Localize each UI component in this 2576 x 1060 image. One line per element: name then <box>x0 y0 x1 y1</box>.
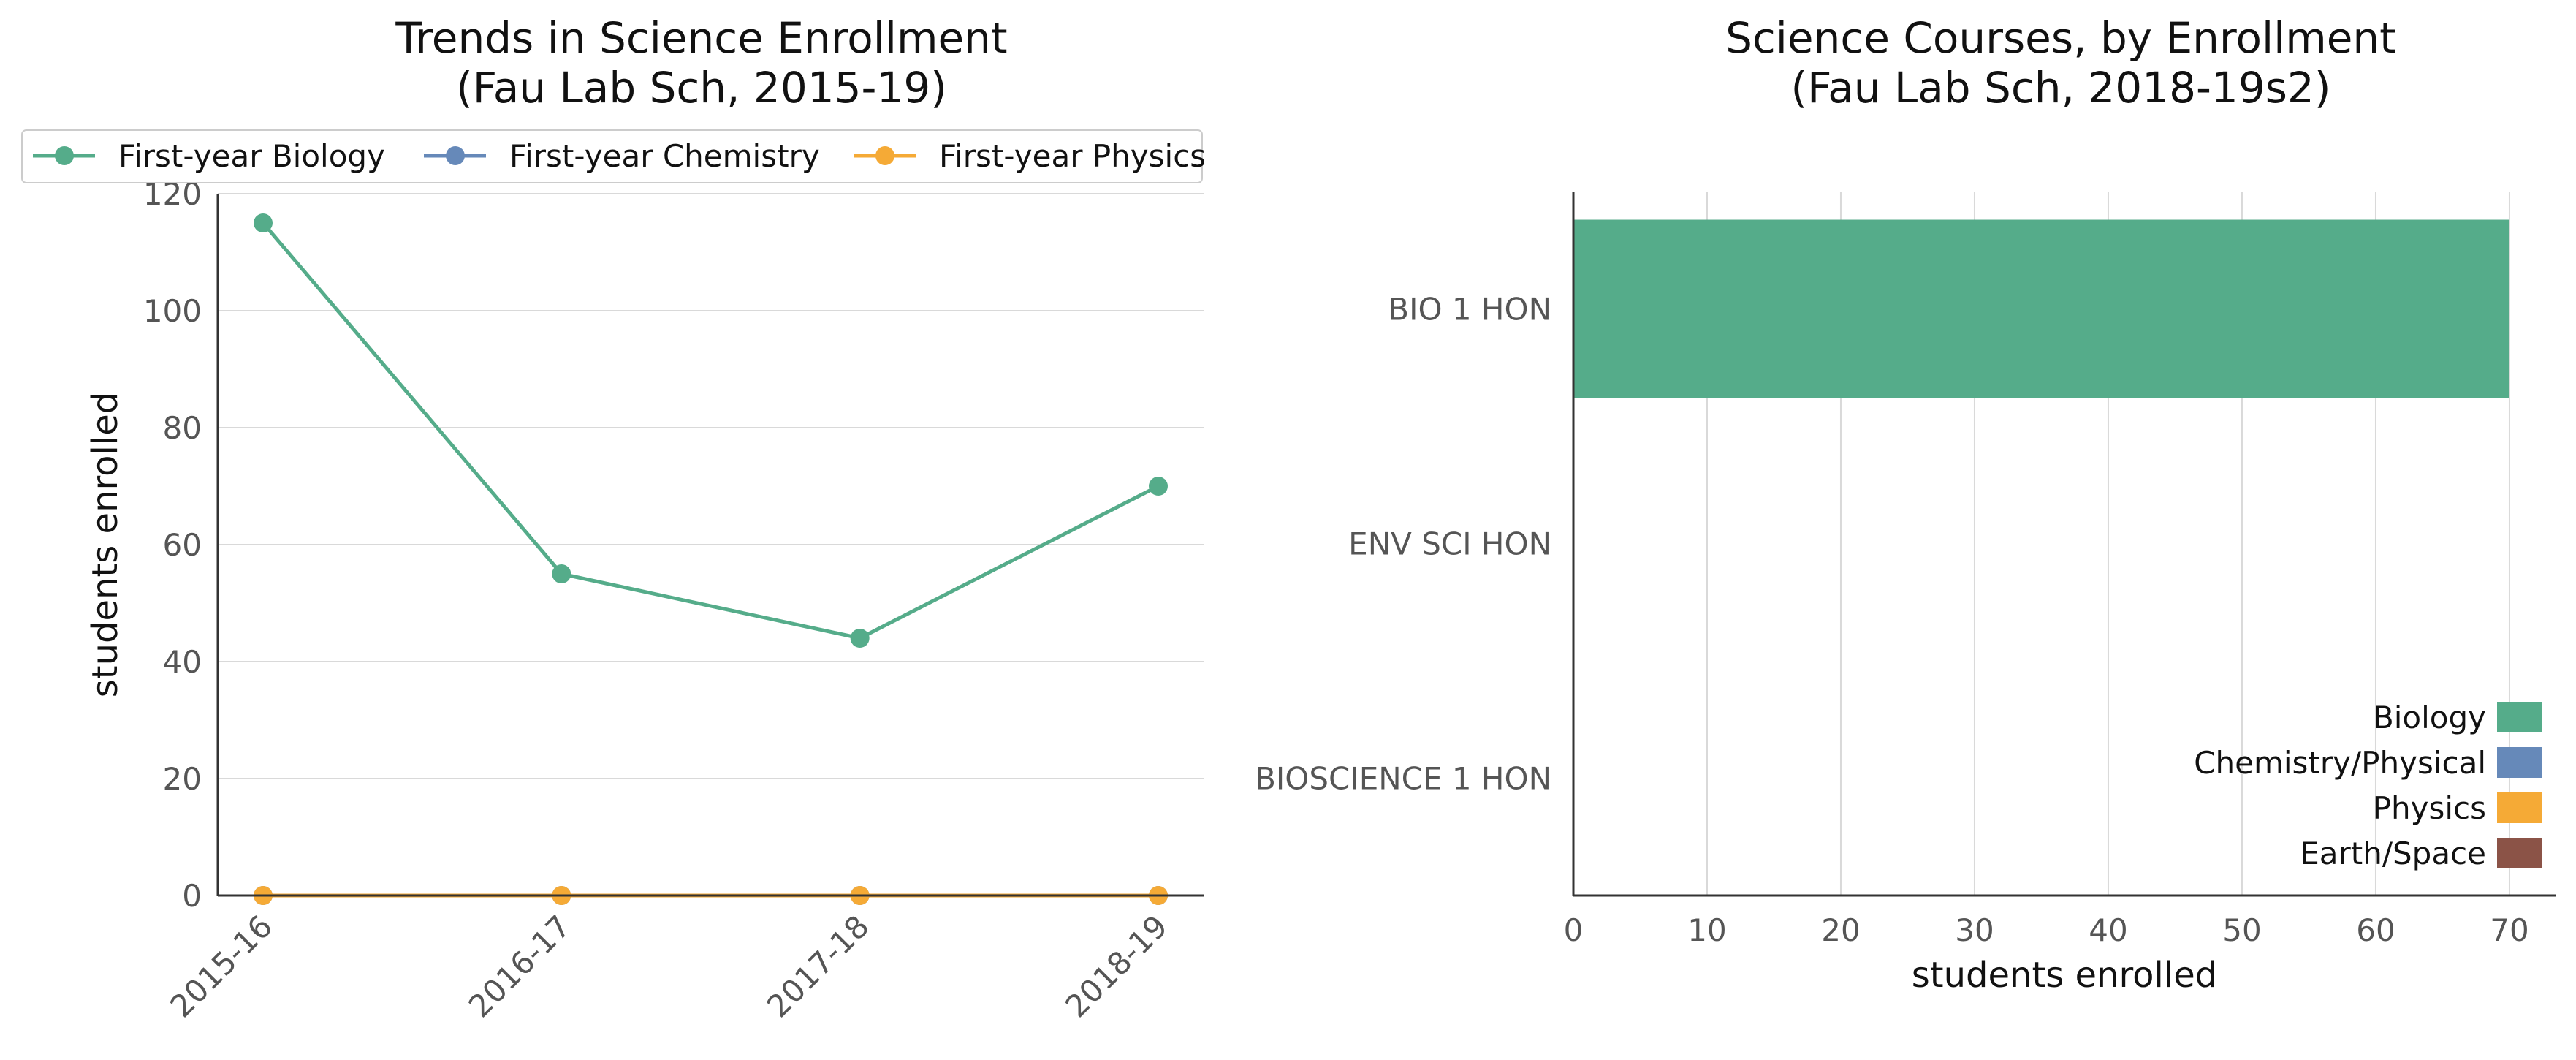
bar-chart-category-label: BIOSCIENCE 1 HON <box>1255 761 1551 797</box>
bar-chart-category-label: ENV SCI HON <box>1348 526 1551 562</box>
line-chart-y-tick-label: 80 <box>163 410 202 446</box>
line-chart-gridlines <box>218 193 1204 779</box>
bar-chart-title: Science Courses, by Enrollment <box>1725 13 2396 63</box>
bar-chart-bars <box>1573 219 2509 398</box>
legend-chemistry-physical-label: Chemistry/Physical <box>2194 745 2486 781</box>
data-point-first-year-biology <box>1149 477 1168 496</box>
bar-chart-x-tick-label: 0 <box>1564 912 1584 948</box>
legend-earth-space-swatch <box>2497 838 2542 868</box>
line-chart-x-tick-label: 2017-18 <box>760 908 876 1024</box>
line-chart-x-tick-label: 2016-17 <box>462 908 578 1024</box>
bar-chart-x-tick-label: 10 <box>1687 912 1726 948</box>
line-chart-y-tick-label: 100 <box>143 293 202 329</box>
legend-physics-marker <box>875 146 894 165</box>
legend-biology-marker <box>55 146 74 165</box>
bar-chart-category-labels: BIO 1 HON ENV SCI HON BIOSCIENCE 1 HON <box>1255 292 1551 797</box>
line-chart-x-tick-label: 2018-19 <box>1058 908 1174 1024</box>
line-chart-series <box>254 213 1168 905</box>
bar-chart-x-ticks: 0 10 20 30 40 50 60 70 <box>1564 912 2529 948</box>
line-chart-y-tick-label: 0 <box>182 878 202 914</box>
bar-chart-x-tick-label: 50 <box>2222 912 2261 948</box>
series-line-first-year-biology <box>262 222 1160 640</box>
line-chart-y-tick-label: 40 <box>163 644 202 680</box>
legend-earth-space-label: Earth/Space <box>2300 836 2486 871</box>
bar-chart-category-label: BIO 1 HON <box>1388 292 1551 328</box>
line-chart-y-tick-label: 60 <box>163 527 202 563</box>
data-point-first-year-biology <box>254 213 273 232</box>
line-chart-legend: First-year Biology First-year Chemistry … <box>21 129 1206 183</box>
line-chart-title: Trends in Science Enrollment <box>395 13 1007 63</box>
legend-physics-swatch <box>2497 792 2542 823</box>
bar-chart-x-tick-label: 70 <box>2490 912 2528 948</box>
line-chart-x-ticks: 2015-16 2016-17 2017-18 2018-19 <box>163 896 1174 1024</box>
line-chart-subtitle: (Fau Lab Sch, 2015-19) <box>456 63 947 113</box>
bar-chart-legend: Biology Chemistry/Physical Physics Earth… <box>2194 700 2542 871</box>
bar-chart: Science Courses, by Enrollment (Fau Lab … <box>1255 13 2556 996</box>
data-point-first-year-biology <box>850 629 870 648</box>
bar-chart-x-tick-label: 60 <box>2356 912 2395 948</box>
legend-physics-label: First-year Physics <box>939 138 1206 174</box>
bar-chart-x-tick-label: 30 <box>1955 912 1994 948</box>
legend-chemistry-physical-swatch <box>2497 747 2542 778</box>
line-chart-y-tick-label: 20 <box>163 761 202 797</box>
line-chart-x-tick-label: 2015-16 <box>163 908 279 1024</box>
line-chart-y-axis-label: students enrolled <box>85 392 126 697</box>
bar-chart-subtitle: (Fau Lab Sch, 2018-19s2) <box>1791 63 2331 113</box>
legend-biology-label: First-year Biology <box>118 138 385 174</box>
legend-biology-swatch <box>2497 702 2542 732</box>
line-chart: Trends in Science Enrollment (Fau Lab Sc… <box>21 13 1206 1024</box>
bar-chart-x-axis-label: students enrolled <box>1912 955 2217 996</box>
legend-chemistry-marker <box>446 146 465 165</box>
data-point-first-year-biology <box>552 564 571 583</box>
legend-physics-label: Physics <box>2373 790 2486 826</box>
bar-chart-x-tick-label: 40 <box>2089 912 2127 948</box>
legend-chemistry-label: First-year Chemistry <box>509 138 820 174</box>
bar-chart-x-tick-label: 20 <box>1821 912 1860 948</box>
line-chart-legend-box <box>21 129 1203 183</box>
legend-biology-label: Biology <box>2373 700 2486 735</box>
bar <box>1573 219 2509 398</box>
